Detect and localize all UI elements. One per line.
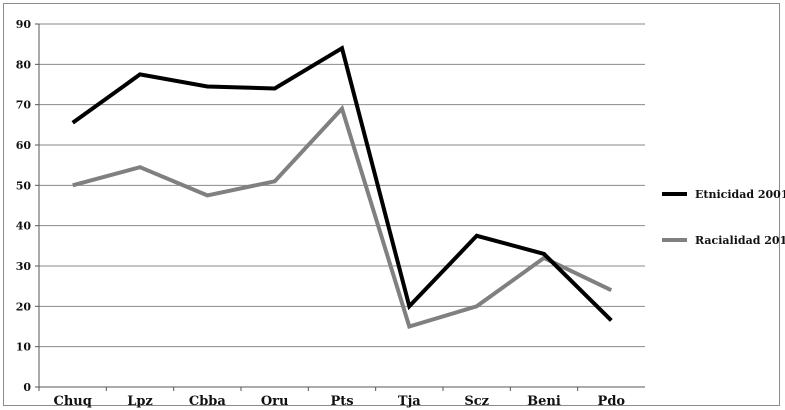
gridlines [39, 23, 645, 348]
x-tick-label: Oru [261, 394, 289, 409]
y-tick-label: 70 [16, 99, 32, 112]
y-tick-label: 20 [16, 300, 32, 313]
x-tick-label: Tja [398, 394, 421, 409]
legend: Etnicidad 2001 Racialidad 2012 [662, 188, 785, 247]
axes [38, 24, 645, 388]
y-axis-ticks: 0 10 20 30 40 50 60 70 80 90 [16, 18, 39, 394]
y-tick-label: 50 [16, 179, 32, 192]
y-tick-label: 10 [16, 341, 32, 354]
y-tick-label: 90 [16, 18, 32, 31]
y-tick-label: 40 [16, 220, 32, 233]
x-tick-label: Beni [527, 394, 561, 409]
x-tick-label: Pdo [598, 394, 626, 409]
x-tick-label: Cbba [189, 394, 227, 409]
y-tick-label: 30 [16, 260, 32, 273]
legend-label: Racialidad 2012 [695, 234, 785, 247]
y-tick-label: 80 [16, 58, 32, 71]
x-tick-label: Pts [330, 394, 353, 409]
x-tick-label: Chuq [53, 394, 91, 409]
legend-label: Etnicidad 2001 [695, 188, 785, 201]
x-tick-label: Lpz [127, 394, 153, 409]
x-axis-ticks: Chuq Lpz Cbba Oru Pts Tja Scz Beni Pdo [38, 387, 626, 409]
x-tick-label: Scz [464, 394, 489, 409]
series-lines [71, 45, 613, 329]
series-line-0 [71, 45, 613, 322]
y-tick-label: 60 [16, 139, 32, 152]
chart-frame [3, 3, 780, 406]
series-line-1 [72, 104, 613, 329]
y-tick-label: 0 [23, 381, 31, 394]
